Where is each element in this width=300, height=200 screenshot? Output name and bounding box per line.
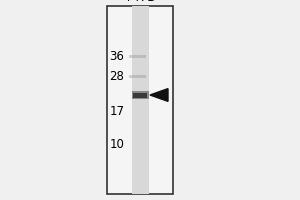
Bar <box>106 6 172 194</box>
Text: T47D: T47D <box>124 0 156 4</box>
Bar <box>129 55 146 58</box>
Bar <box>129 75 146 78</box>
Text: 28: 28 <box>110 70 124 82</box>
Bar <box>133 93 147 98</box>
Bar <box>132 91 148 99</box>
Text: 17: 17 <box>110 105 124 118</box>
Text: 36: 36 <box>110 49 124 62</box>
Bar <box>132 6 148 194</box>
Text: 10: 10 <box>110 138 124 150</box>
Polygon shape <box>150 89 168 101</box>
